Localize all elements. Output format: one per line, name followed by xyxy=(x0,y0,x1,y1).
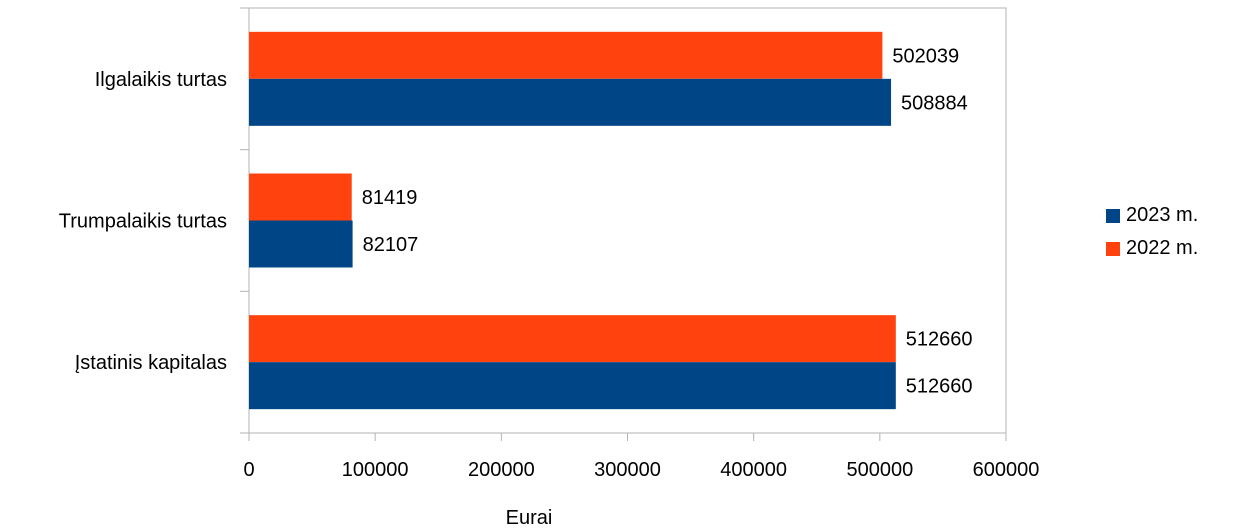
x-tick-label: 600000 xyxy=(973,459,1040,481)
legend-label-2023: 2023 m. xyxy=(1126,204,1199,226)
bar--statinis-kapitalas-2023 xyxy=(249,362,896,410)
bar-trumpalaikis-turtas-2023 xyxy=(249,220,353,268)
x-tick-label: 0 xyxy=(243,459,254,481)
category-label: Ilgalaikis turtas xyxy=(95,69,227,91)
legend-label-2022: 2022 m. xyxy=(1126,237,1199,259)
data-label-trumpalaikis-turtas-2023: 82107 xyxy=(363,234,419,256)
x-tick-label: 500000 xyxy=(846,459,913,481)
axes-layer: Ilgalaikis turtas Trumpalaikis turtas Įsta… xyxy=(59,7,1040,481)
data-label-trumpalaikis-turtas-2022: 81419 xyxy=(362,187,418,209)
bar-ilgalaikis-turtas-2022 xyxy=(249,31,883,79)
data-label-ilgalaikis-turtas-2023: 508884 xyxy=(901,92,968,114)
legend-item-2022: 2022 m. xyxy=(1106,232,1198,265)
x-tick-label: 400000 xyxy=(720,459,787,481)
bar-ilgalaikis-turtas-2023 xyxy=(249,78,892,126)
bar--statinis-kapitalas-2022 xyxy=(249,315,896,363)
data-label--statinis-kapitalas-2023: 512660 xyxy=(906,376,973,398)
data-labels-layer: 502039 508884 81419 82107 512660 512660 xyxy=(362,45,973,397)
bar-trumpalaikis-turtas-2022 xyxy=(249,173,352,221)
category-label: Įstatinis kapitalas xyxy=(75,352,227,374)
legend-swatch-2023 xyxy=(1106,208,1120,223)
data-label--statinis-kapitalas-2022: 512660 xyxy=(906,329,973,351)
x-tick-label: 100000 xyxy=(342,459,409,481)
x-tick-label: 300000 xyxy=(594,459,661,481)
bars-layer xyxy=(249,31,896,410)
legend-swatch-2022 xyxy=(1106,241,1120,256)
x-axis-title: Eurai xyxy=(506,507,553,529)
legend: 2023 m. 2022 m. xyxy=(1106,199,1198,265)
data-label-ilgalaikis-turtas-2022: 502039 xyxy=(892,45,959,67)
legend-item-2023: 2023 m. xyxy=(1106,199,1198,232)
x-tick-label: 200000 xyxy=(468,459,535,481)
category-label: Trumpalaikis turtas xyxy=(59,211,227,233)
